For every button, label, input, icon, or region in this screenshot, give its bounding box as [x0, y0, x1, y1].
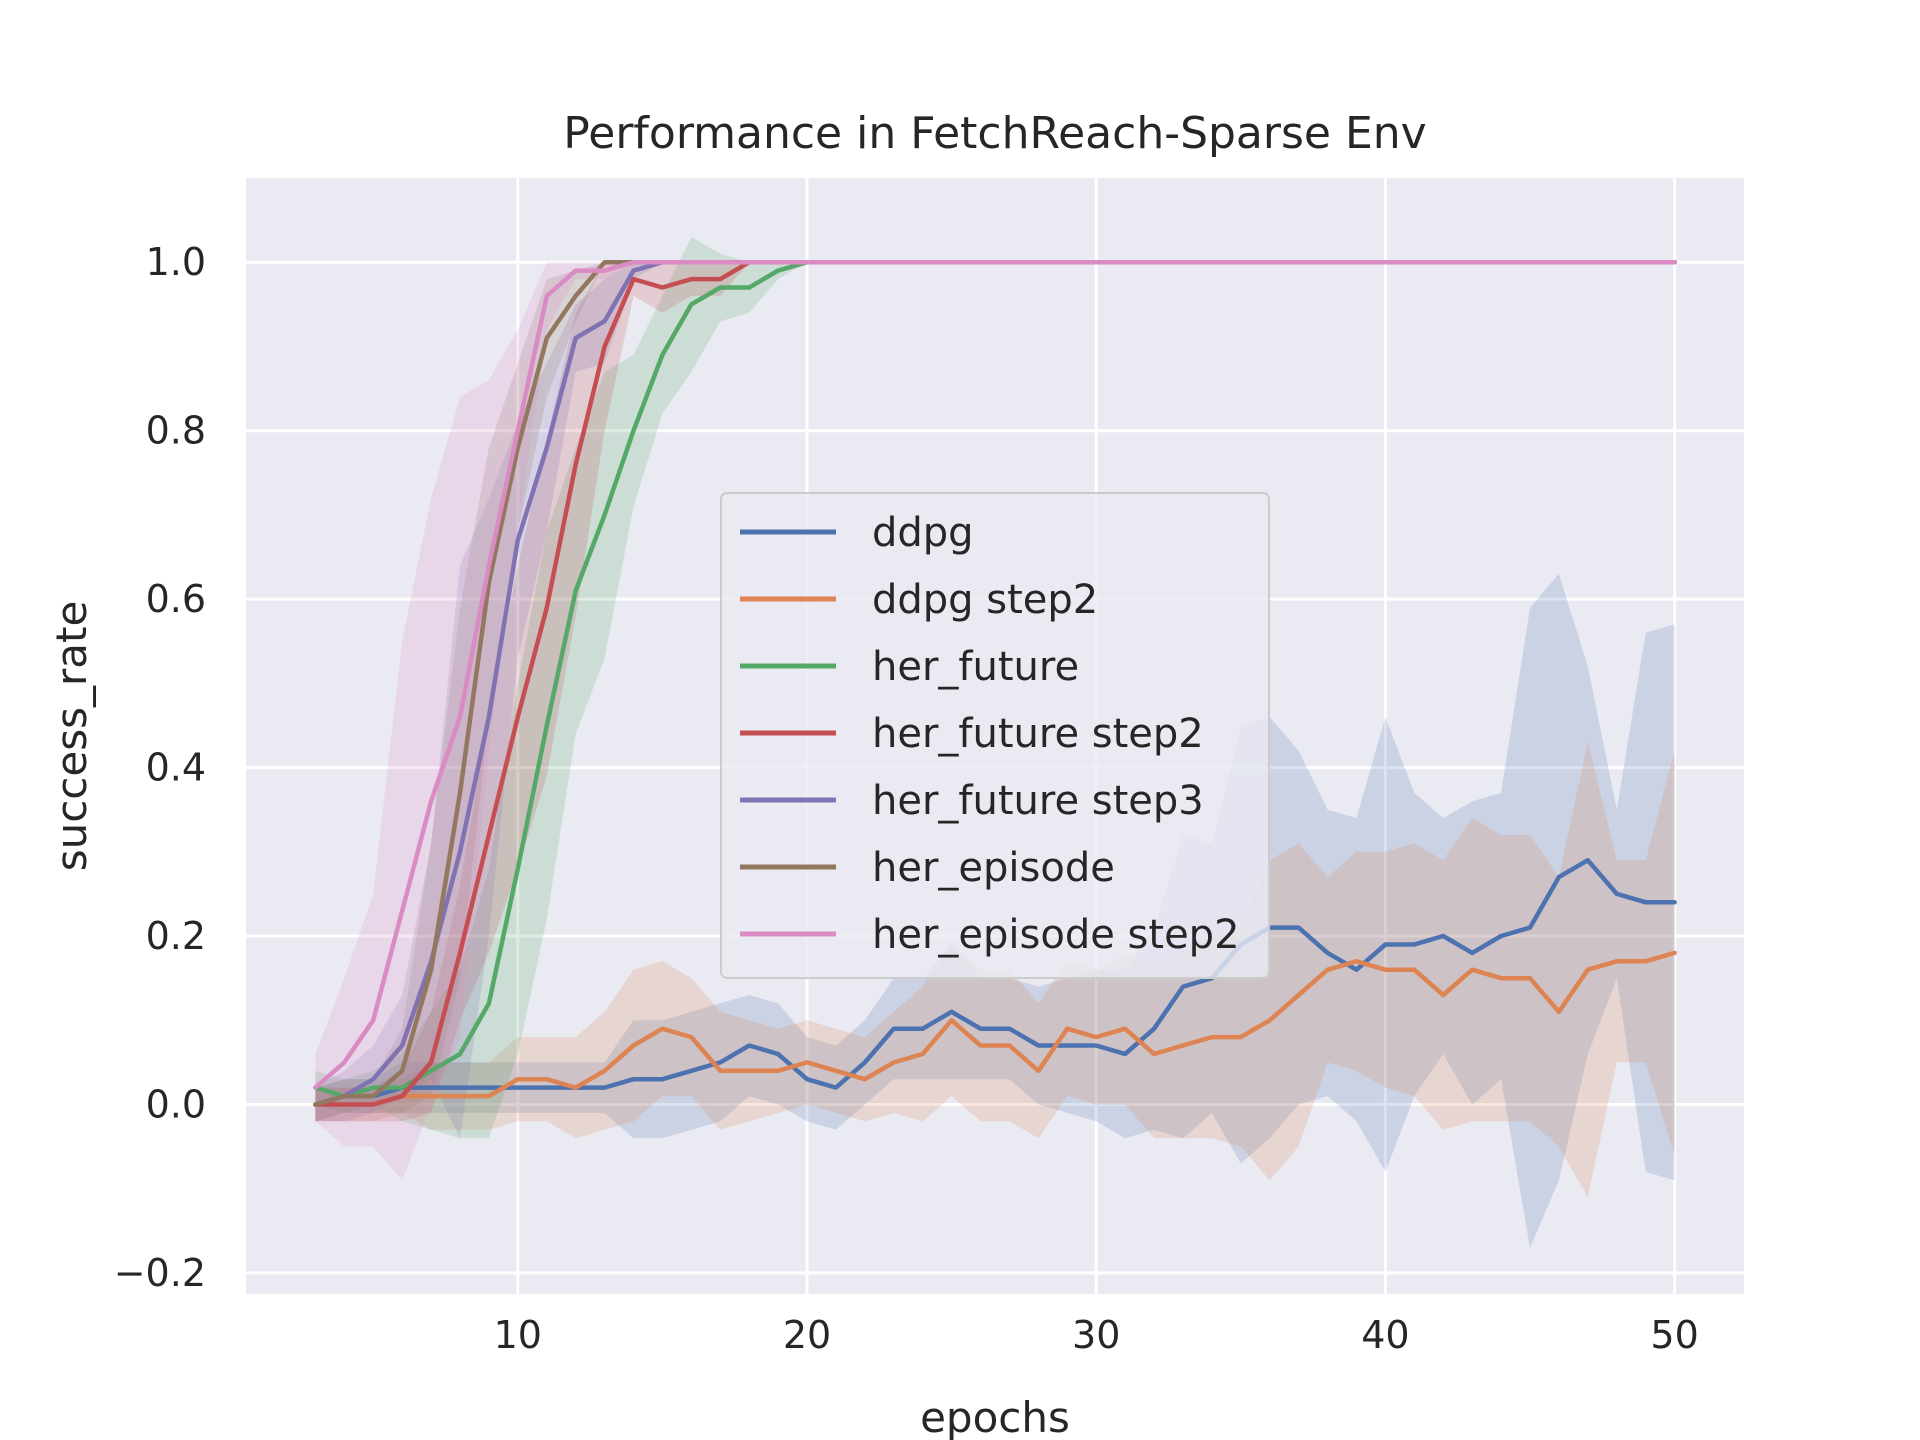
x-tick-label: 20	[783, 1313, 831, 1357]
x-axis-label: epochs	[920, 1393, 1070, 1440]
x-tick-label: 50	[1650, 1313, 1698, 1357]
x-tick-label: 40	[1361, 1313, 1409, 1357]
y-tick-label: 0.2	[146, 914, 206, 958]
series-line-1	[313, 950, 1677, 1107]
y-tick-label: 0.0	[146, 1083, 206, 1127]
x-tick-label: 30	[1072, 1313, 1120, 1357]
legend-label: her_episode	[872, 845, 1115, 891]
legend-box	[720, 492, 1270, 979]
legend-label: her_episode step2	[872, 912, 1240, 958]
series-lines	[313, 259, 1677, 1107]
legend: ddpg ddpg step2 her_future her_future step2…	[720, 492, 1270, 979]
chart-title: Performance in FetchReach-Sparse Env	[563, 108, 1426, 159]
y-axis-ticks: −0.2 0.0 0.2 0.4 0.6 0.8 1.0	[114, 240, 206, 1295]
legend-label: her_future step2	[872, 711, 1204, 757]
x-tick-label: 10	[494, 1313, 542, 1357]
legend-label: ddpg	[872, 510, 974, 556]
confidence-band-2	[315, 237, 1675, 1139]
legend-label: ddpg step2	[872, 577, 1098, 623]
x-axis-ticks: 10 20 30 40 50	[494, 1313, 1699, 1357]
y-tick-label: 0.6	[146, 577, 206, 621]
series-line-0	[313, 857, 1677, 1107]
legend-label: her_future step3	[872, 778, 1204, 824]
y-tick-label: −0.2	[114, 1251, 206, 1295]
legend-label: her_future	[872, 644, 1079, 690]
y-tick-label: 1.0	[146, 240, 206, 284]
y-tick-label: 0.8	[146, 409, 206, 453]
confidence-band-3	[315, 262, 1675, 1122]
confidence-band-4	[315, 262, 1675, 1139]
series-line-6	[313, 259, 1677, 1090]
y-tick-label: 0.4	[146, 746, 206, 790]
confidence-band-1	[315, 742, 1675, 1198]
y-axis-label: success_rate	[47, 601, 96, 872]
